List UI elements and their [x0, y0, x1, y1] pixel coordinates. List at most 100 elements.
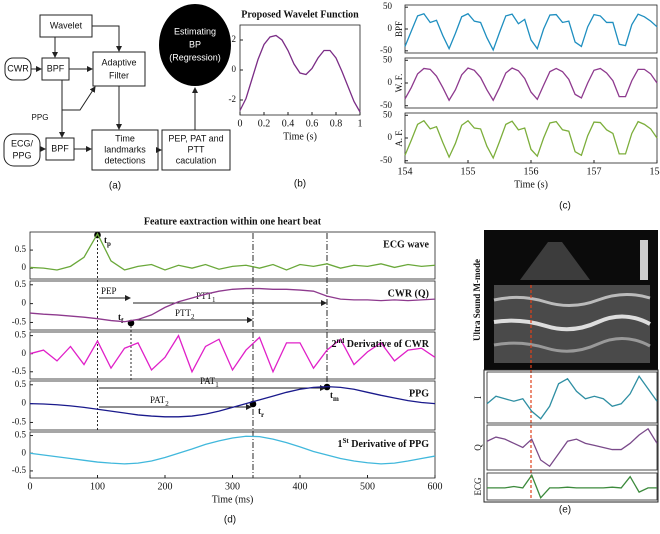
- y-axis-label: Q: [473, 444, 483, 451]
- panel-caption: (c): [559, 201, 571, 212]
- ultrasound-sector: [520, 242, 590, 280]
- panel-caption: (d): [224, 515, 236, 526]
- series-line: [29, 287, 436, 323]
- label-base: t: [118, 312, 121, 322]
- edge-label: PPG: [32, 113, 49, 122]
- node-label: (Regression): [169, 52, 221, 62]
- landmark-label: tp: [104, 235, 111, 248]
- chart-title: Feature eaxtraction within one heart bea…: [144, 216, 322, 227]
- node-label: PEP, PAT and: [168, 133, 223, 143]
- series-line: [486, 427, 658, 468]
- panel-frame: [483, 369, 659, 503]
- interval-label: PEP: [101, 286, 117, 296]
- y-tick-label: 0.5: [15, 430, 27, 440]
- plot-frame: [486, 371, 658, 424]
- panel-caption: (a): [109, 181, 121, 192]
- y-tick-label: 0: [388, 77, 393, 87]
- y-tick-label: 0: [388, 23, 393, 33]
- series-line: [487, 473, 657, 499]
- node-label: ECG/: [11, 138, 34, 148]
- x-tick-label: 0.8: [330, 118, 343, 129]
- label-sub: r: [261, 411, 264, 419]
- series-line: [404, 67, 658, 102]
- x-tick-label: 0.6: [306, 118, 319, 129]
- y-tick-label: -0.5: [12, 417, 27, 427]
- plot-frame: [486, 472, 658, 501]
- legend-label: PPG: [409, 388, 429, 399]
- label-sub: 1: [212, 296, 216, 304]
- x-tick-label: 200: [158, 481, 173, 492]
- y-axis-label: A. F.: [394, 129, 404, 147]
- label-sub: 1: [215, 381, 219, 389]
- panel-caption: (b): [294, 179, 306, 190]
- x-tick-label: 500: [360, 481, 375, 492]
- y-tick-label: -0.5: [12, 366, 27, 376]
- label-base: PAT: [150, 395, 166, 405]
- landmark-label: tf: [118, 312, 124, 325]
- node-label: landmarks: [104, 144, 146, 154]
- panel-caption: (e): [559, 505, 571, 516]
- y-tick-label: 0: [22, 348, 27, 358]
- y-tick-label: -50: [380, 45, 392, 55]
- y-tick-label: 50: [383, 109, 393, 119]
- y-tick-label: 0: [22, 298, 27, 308]
- y-tick-label: 0: [22, 447, 27, 457]
- image-label: Ultra Sound M-mode: [472, 259, 482, 341]
- label-sub: p: [107, 240, 111, 248]
- m-mode-echo: [493, 314, 651, 332]
- legend-label: CWR (Q): [388, 288, 429, 299]
- x-tick-label: 1: [358, 118, 363, 129]
- legend-part: St: [343, 437, 350, 445]
- node-label: Time: [115, 133, 135, 143]
- node-label: BPF: [51, 143, 69, 153]
- x-tick-label: 155: [461, 166, 476, 177]
- plot-frame: [486, 424, 658, 471]
- y-tick-label: -2: [229, 94, 237, 104]
- x-tick-label: 300: [225, 481, 240, 492]
- label-base: t: [258, 406, 261, 416]
- label-base: t: [330, 390, 333, 400]
- y-tick-label: 50: [383, 1, 393, 11]
- x-tick-label: 157: [587, 166, 602, 177]
- node-box: [161, 129, 231, 171]
- label-base: t: [104, 235, 107, 245]
- node-label: Estimating: [174, 26, 216, 36]
- node-label: CWR: [7, 63, 29, 73]
- node-label: BPF: [47, 63, 65, 73]
- x-tick-label: 100: [90, 481, 105, 492]
- x-tick-label: 400: [293, 481, 308, 492]
- y-axis-label: ECG: [473, 477, 483, 496]
- m-mode-echo: [493, 337, 651, 353]
- legend-part: 1: [338, 439, 343, 450]
- node-label: BP: [189, 39, 201, 49]
- landmark-label: tm: [330, 390, 339, 403]
- label-sub: m: [333, 395, 339, 403]
- plot-frame: [29, 331, 436, 380]
- x-tick-label: 0: [28, 481, 33, 492]
- arrow: [92, 25, 122, 52]
- y-axis-label: W. F.: [394, 74, 404, 93]
- x-axis-label: Time (s): [283, 131, 317, 142]
- node-label: PTT: [188, 144, 206, 154]
- series-line: [486, 375, 658, 420]
- legend-label: 2nd Derivative of CWR: [332, 337, 430, 351]
- x-tick-label: 154: [398, 166, 413, 177]
- node-box: [92, 51, 146, 87]
- interval-label: PTT2: [175, 308, 195, 321]
- arrow: [62, 86, 96, 111]
- plot-frame: [404, 57, 658, 109]
- interval-label: PAT2: [150, 395, 169, 408]
- series-line: [239, 34, 361, 113]
- y-tick-label: 0: [22, 398, 27, 408]
- y-tick-label: -50: [380, 155, 392, 165]
- label-base: PTT: [175, 308, 192, 318]
- series-line: [29, 334, 436, 374]
- label-sub: 2: [191, 313, 195, 321]
- legend-part: Derivative of CWR: [344, 339, 429, 350]
- series-line: [29, 385, 436, 418]
- node-label: Adaptive: [101, 57, 136, 67]
- y-tick-label: 0.5: [15, 379, 27, 389]
- x-tick-label: 0.2: [258, 118, 271, 129]
- y-tick-label: 0.5: [15, 279, 27, 289]
